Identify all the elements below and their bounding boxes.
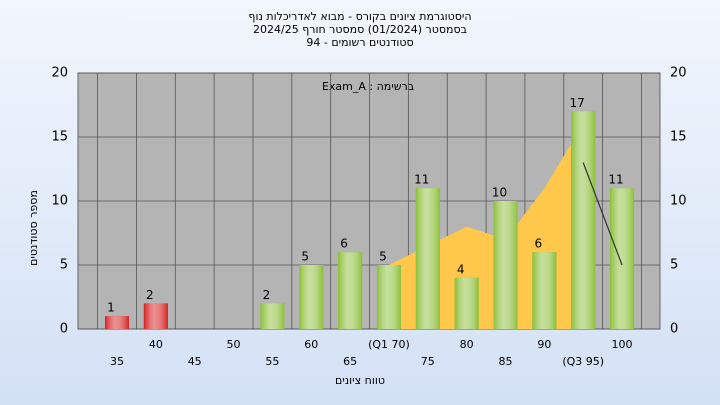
line	[582, 162, 623, 266]
x-axis-label: טווח ציונים	[335, 374, 385, 387]
x-tick-label: 60	[304, 338, 318, 351]
y2-tick-label: 5	[670, 258, 678, 273]
value-label: 5	[379, 250, 387, 264]
bar-shine	[299, 265, 324, 329]
bar-shine	[454, 277, 479, 329]
x-tick-label: 90	[537, 338, 551, 351]
y-tick-label: 0	[60, 322, 68, 337]
value-label: 6	[535, 237, 543, 251]
bar-shine	[610, 188, 635, 329]
x-tick-label: 40	[149, 338, 163, 351]
x-tick-label: 100	[612, 338, 633, 351]
chart-title: היסטוגרמת ציונים בקורס - מבוא לאדריכלות …	[248, 10, 471, 23]
y-tick-label: 5	[60, 258, 68, 273]
y2-tick-label: 15	[670, 130, 687, 145]
x-tick-label: 85	[499, 355, 513, 368]
x-tick-label: 80	[460, 338, 474, 351]
x-tick-label: (Q3 95)	[562, 355, 604, 368]
value-label: 5	[301, 250, 309, 264]
bar-shine	[376, 265, 401, 329]
x-tick-label: 45	[188, 355, 202, 368]
bar-shine	[338, 252, 363, 329]
bar-shine	[415, 188, 440, 329]
x-tick-label: (Q1 70)	[368, 338, 410, 351]
value-label: 4	[457, 262, 465, 276]
y2-tick-label: 10	[670, 194, 687, 209]
value-label: 10	[492, 186, 507, 200]
y2-tick-label: 0	[670, 322, 678, 337]
y-axis-label: מספר סטודנטים	[27, 190, 40, 266]
y2-tick-label: 20	[670, 66, 687, 81]
bar-shine	[143, 303, 168, 329]
value-label: 1	[107, 301, 115, 315]
bar-shine	[532, 252, 557, 329]
annotation: Exam_A : ברשימה	[322, 80, 414, 93]
bar-shine	[260, 303, 285, 329]
value-label: 17	[570, 96, 585, 110]
value-label: 11	[414, 173, 429, 187]
bar-shine	[493, 201, 518, 329]
y-tick-label: 20	[51, 66, 68, 81]
chart-subtitle: בסמסטר (01/2024) סמסטר חורף 2024/25	[253, 23, 467, 36]
x-tick-label: 35	[110, 355, 124, 368]
x-tick-label: 55	[265, 355, 279, 368]
value-label: 11	[608, 173, 623, 187]
y-tick-label: 15	[51, 130, 68, 145]
bar-shine	[105, 316, 129, 329]
x-tick-label: 50	[227, 338, 241, 351]
x-tick-label: 65	[343, 355, 357, 368]
x-tick-label: 75	[421, 355, 435, 368]
chart-subtitle: סטודנטים רשומים - 94	[306, 36, 413, 49]
bar-shine	[571, 111, 596, 330]
y-tick-label: 10	[51, 194, 68, 209]
value-label: 6	[340, 237, 348, 251]
value-label: 2	[263, 288, 271, 302]
value-label: 2	[146, 288, 154, 302]
